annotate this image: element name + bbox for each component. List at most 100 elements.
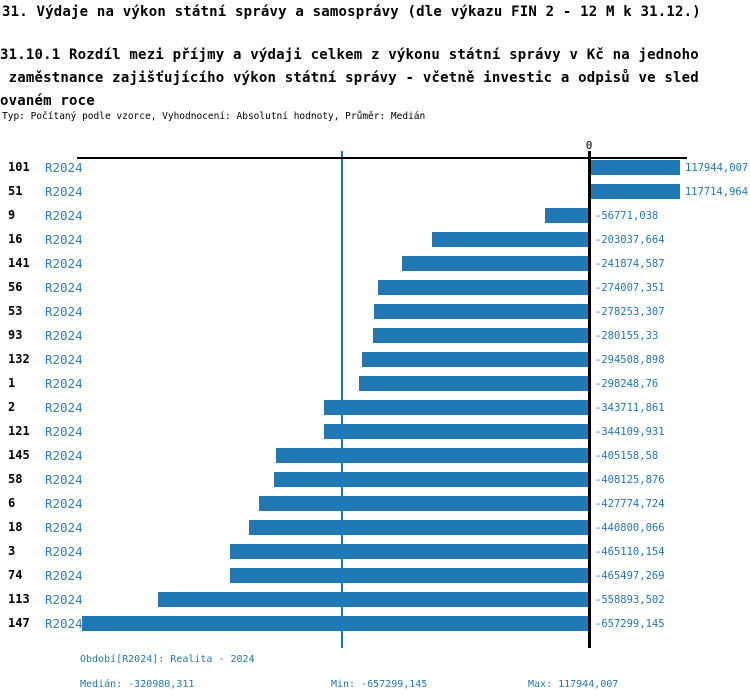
row-id-label: 141 bbox=[8, 256, 30, 270]
row-value-label: -294508,898 bbox=[595, 354, 665, 366]
indicator-subtitle: 31.10.1 Rozdíl mezi příjmy a výdaji celk… bbox=[0, 47, 699, 109]
chart-row: 6 R2024 -427774,724 bbox=[0, 496, 750, 511]
chart-row: 145 R2024 -405158,58 bbox=[0, 448, 750, 463]
row-value-label: -203037,664 bbox=[595, 234, 665, 246]
row-id-label: 1 bbox=[8, 376, 16, 390]
value-bar bbox=[432, 232, 589, 247]
footer-min-label: Min: -657299,145 bbox=[331, 679, 428, 690]
row-id-label: 58 bbox=[8, 472, 23, 486]
row-id-label: 18 bbox=[8, 520, 23, 534]
chart-row: 147 R2024 -657299,145 bbox=[0, 616, 750, 631]
row-value-label: -440800,066 bbox=[595, 522, 665, 534]
row-id-label: 93 bbox=[8, 328, 23, 342]
chart-row: 16 R2024 -203037,664 bbox=[0, 232, 750, 247]
row-period-label: R2024 bbox=[45, 472, 83, 487]
row-period-label: R2024 bbox=[45, 568, 83, 583]
row-id-label: 113 bbox=[8, 592, 30, 606]
row-period-label: R2024 bbox=[45, 544, 83, 559]
row-value-label: -465110,154 bbox=[595, 546, 665, 558]
row-value-label: -241874,587 bbox=[595, 258, 665, 270]
row-value-label: -56771,038 bbox=[595, 210, 659, 222]
row-period-label: R2024 bbox=[45, 184, 83, 199]
chart-row: 113 R2024 -558893,502 bbox=[0, 592, 750, 607]
chart-row: 1 R2024 -298248,76 bbox=[0, 376, 750, 391]
zero-axis-tick-label: 0 bbox=[585, 139, 593, 152]
row-period-label: R2024 bbox=[45, 592, 83, 607]
chart-row: 58 R2024 -408125,876 bbox=[0, 472, 750, 487]
row-id-label: 9 bbox=[8, 208, 16, 222]
chart-row: 121 R2024 -344109,931 bbox=[0, 424, 750, 439]
value-bar bbox=[276, 448, 589, 463]
row-period-label: R2024 bbox=[45, 208, 83, 223]
chart-row: 9 R2024 -56771,038 bbox=[0, 208, 750, 223]
row-period-label: R2024 bbox=[45, 520, 83, 535]
chart-row: 53 R2024 -278253,307 bbox=[0, 304, 750, 319]
chart-row: 56 R2024 -274007,351 bbox=[0, 280, 750, 295]
value-bar bbox=[358, 376, 589, 391]
row-value-label: 117944,007 bbox=[685, 162, 749, 174]
chart-row: 74 R2024 -465497,269 bbox=[0, 568, 750, 583]
value-bar bbox=[274, 472, 589, 487]
value-bar bbox=[374, 304, 589, 319]
value-bar bbox=[402, 256, 589, 271]
row-value-label: -343711,861 bbox=[595, 402, 665, 414]
value-bar bbox=[377, 280, 589, 295]
footer-median-label: Medián: -320980,311 bbox=[80, 679, 195, 690]
value-bar bbox=[230, 544, 589, 559]
row-value-label: -657299,145 bbox=[595, 618, 665, 630]
row-id-label: 2 bbox=[8, 400, 16, 414]
chart-row: 51 R2024 117714,964 bbox=[0, 184, 750, 199]
chart-row: 93 R2024 -280155,33 bbox=[0, 328, 750, 343]
row-period-label: R2024 bbox=[45, 376, 83, 391]
value-bar bbox=[361, 352, 589, 367]
footer-period-label: Období[R2024]: Realita - 2024 bbox=[80, 654, 255, 665]
row-period-label: R2024 bbox=[45, 424, 83, 439]
chart-row: 18 R2024 -440800,066 bbox=[0, 520, 750, 535]
footer-max-label: Max: 117944,007 bbox=[528, 679, 619, 690]
value-bar bbox=[229, 568, 589, 583]
value-bar bbox=[81, 616, 589, 631]
row-id-label: 16 bbox=[8, 232, 23, 246]
chart-row: 2 R2024 -343711,861 bbox=[0, 400, 750, 415]
row-value-label: 117714,964 bbox=[684, 186, 749, 198]
row-period-label: R2024 bbox=[45, 304, 83, 319]
row-id-label: 53 bbox=[8, 304, 23, 318]
value-bar bbox=[591, 184, 680, 199]
row-id-label: 3 bbox=[8, 544, 16, 558]
row-id-label: 132 bbox=[8, 352, 30, 366]
row-value-label: -278253,307 bbox=[595, 306, 665, 318]
row-period-label: R2024 bbox=[45, 448, 83, 463]
value-bar bbox=[258, 496, 589, 511]
row-value-label: -405158,58 bbox=[595, 450, 659, 462]
median-reference-line bbox=[341, 151, 343, 648]
row-value-label: -558893,502 bbox=[595, 594, 665, 606]
row-id-label: 56 bbox=[8, 280, 23, 294]
row-period-label: R2024 bbox=[45, 400, 83, 415]
row-period-label: R2024 bbox=[45, 616, 83, 631]
row-period-label: R2024 bbox=[45, 232, 83, 247]
row-value-label: -344109,931 bbox=[595, 426, 665, 438]
row-value-label: -298248,76 bbox=[595, 378, 659, 390]
chart-row: 101 R2024 117944,007 bbox=[0, 160, 750, 175]
row-period-label: R2024 bbox=[45, 352, 83, 367]
row-value-label: -280155,33 bbox=[595, 330, 659, 342]
row-id-label: 101 bbox=[8, 160, 30, 174]
row-value-label: -274007,351 bbox=[595, 282, 665, 294]
row-id-label: 121 bbox=[8, 424, 30, 438]
zero-axis-line bbox=[588, 151, 591, 648]
value-bar bbox=[372, 328, 589, 343]
value-bar bbox=[591, 160, 680, 175]
row-id-label: 6 bbox=[8, 496, 16, 510]
chart-row: 141 R2024 -241874,587 bbox=[0, 256, 750, 271]
indicator-meta: Typ: Počítaný podle vzorce, Vyhodnocení:… bbox=[2, 111, 426, 122]
row-value-label: -465497,269 bbox=[595, 570, 665, 582]
value-bar bbox=[248, 520, 589, 535]
row-period-label: R2024 bbox=[45, 160, 83, 175]
row-period-label: R2024 bbox=[45, 280, 83, 295]
row-value-label: -408125,876 bbox=[595, 474, 665, 486]
report-title: 31. Výdaje na výkon státní správy a samo… bbox=[2, 4, 701, 20]
row-value-label: -427774,724 bbox=[595, 498, 665, 510]
row-period-label: R2024 bbox=[45, 256, 83, 271]
row-period-label: R2024 bbox=[45, 328, 83, 343]
